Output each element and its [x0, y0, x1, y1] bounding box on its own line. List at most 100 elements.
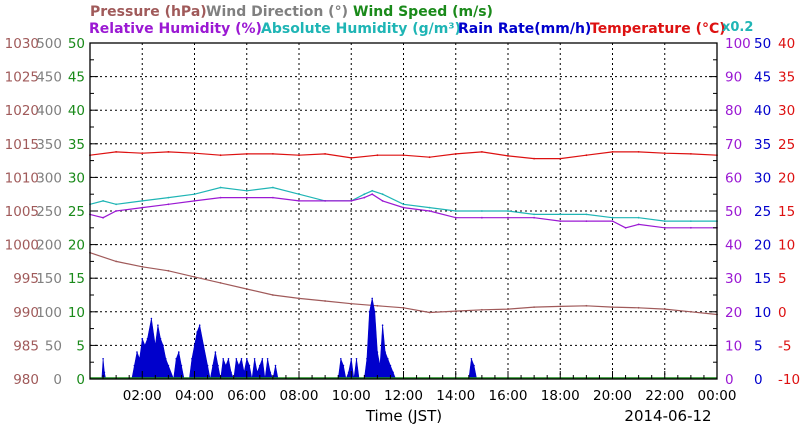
- data-point: [611, 306, 614, 308]
- y-tick-label-wind-speed: 0: [76, 372, 85, 388]
- data-point: [272, 294, 274, 296]
- data-point: [690, 153, 692, 155]
- y-tick-label-humidity: 0: [725, 372, 734, 388]
- data-point: [198, 324, 201, 327]
- data-point: [690, 310, 692, 313]
- y-tick-label-wind-direction: 0: [53, 372, 62, 388]
- data-point: [585, 220, 588, 223]
- data-point: [690, 220, 692, 223]
- y-tick-label-rain-rate: 20: [754, 238, 771, 254]
- data-point: [272, 186, 274, 189]
- data-point: [355, 358, 358, 360]
- data-point: [663, 220, 666, 223]
- data-point: [363, 193, 366, 196]
- data-point: [298, 154, 300, 157]
- x-axis: 02:00 04:00 06:00 08:00 10:00 12:00 14:00 16:00…: [89, 371, 737, 404]
- data-point: [624, 226, 627, 229]
- data-point: [470, 358, 473, 360]
- legend-item: Rain Rate(mm/h): [458, 21, 591, 37]
- data-point: [454, 310, 457, 312]
- data-point: [402, 206, 405, 209]
- data-point: [381, 200, 384, 202]
- y-tick-label-humidity: 40: [725, 238, 742, 254]
- data-point: [272, 153, 274, 155]
- data-point: [266, 358, 269, 360]
- data-point: [256, 371, 259, 374]
- data-point: [102, 216, 104, 219]
- data-point: [379, 364, 381, 367]
- y-tick-label-rain-rate: 40: [754, 103, 771, 119]
- data-point: [212, 364, 214, 367]
- x-tick-label: 16:00: [489, 388, 528, 404]
- y-tick-label-temperature: 30: [778, 103, 795, 119]
- data-point: [350, 157, 353, 159]
- data-point: [298, 297, 300, 300]
- data-point: [507, 210, 509, 212]
- data-point: [381, 324, 384, 327]
- data-point: [324, 300, 326, 302]
- data-point: [402, 306, 405, 309]
- y-tick-label-wind-speed: 35: [68, 137, 85, 153]
- data-point: [193, 193, 196, 196]
- data-point: [371, 193, 374, 196]
- data-point: [428, 206, 431, 209]
- y-tick-label-wind-speed: 50: [68, 36, 85, 52]
- legend-item: Temperature (°C): [590, 21, 726, 37]
- data-point: [533, 306, 535, 308]
- data-point: [376, 351, 379, 353]
- y-tick-label-wind-speed: 10: [68, 305, 85, 321]
- data-point: [298, 193, 300, 196]
- y-tick-label-humidity: 80: [725, 103, 742, 119]
- y-tick-label-wind-direction: 200: [36, 238, 62, 254]
- y-tick-label-temperature: 25: [778, 137, 795, 153]
- data-point: [167, 196, 170, 199]
- data-point: [206, 364, 209, 367]
- data-point: [371, 297, 374, 300]
- data-point: [376, 154, 379, 157]
- data-point: [167, 151, 170, 153]
- data-point: [193, 152, 196, 155]
- y-tick-label-rain-rate: 30: [754, 170, 771, 186]
- x-tick-label: 00:00: [698, 388, 737, 404]
- data-point: [473, 364, 475, 367]
- data-point: [507, 308, 509, 310]
- data-point: [102, 200, 104, 202]
- data-point: [141, 152, 144, 155]
- data-point: [428, 156, 431, 159]
- y-tick-label-temperature: -5: [778, 338, 791, 354]
- data-point: [138, 358, 141, 360]
- y-tick-label-rain-rate: 15: [754, 271, 771, 287]
- y-tick-label-rain-rate: 10: [754, 305, 771, 321]
- x-tick-label: 04:00: [175, 388, 214, 404]
- data-point: [196, 331, 198, 333]
- data-point: [222, 358, 224, 360]
- data-point: [274, 364, 277, 367]
- y-tick-label-wind-speed: 40: [68, 103, 85, 119]
- legend-item: Absolute Humidity (g/m³): [261, 21, 461, 37]
- data-point: [159, 337, 162, 340]
- data-point: [366, 358, 368, 360]
- y-tick-label-humidity: 90: [725, 70, 742, 86]
- y-tick-label-wind-direction: 450: [36, 70, 62, 86]
- y-tick-label-rain-rate: 0: [754, 372, 763, 388]
- series-line-humidity: [89, 186, 717, 222]
- data-point: [238, 364, 240, 367]
- y-tick-label-humidity: 60: [725, 170, 742, 186]
- data-point: [115, 210, 117, 212]
- y-tick-label-humidity: 20: [725, 305, 742, 321]
- data-point: [342, 364, 345, 367]
- data-point: [162, 344, 164, 347]
- x-tick-label: 22:00: [645, 388, 684, 404]
- data-point: [585, 213, 588, 216]
- data-point: [347, 371, 350, 374]
- data-point: [533, 216, 535, 219]
- data-point: [376, 304, 379, 307]
- data-point: [115, 203, 117, 206]
- data-point: [559, 220, 562, 223]
- data-point: [507, 155, 509, 157]
- data-point: [245, 153, 248, 155]
- x-tick-label: 20:00: [593, 388, 632, 404]
- data-point: [690, 226, 692, 229]
- data-point: [219, 186, 222, 189]
- y-tick-label-rain-rate: 45: [754, 70, 771, 86]
